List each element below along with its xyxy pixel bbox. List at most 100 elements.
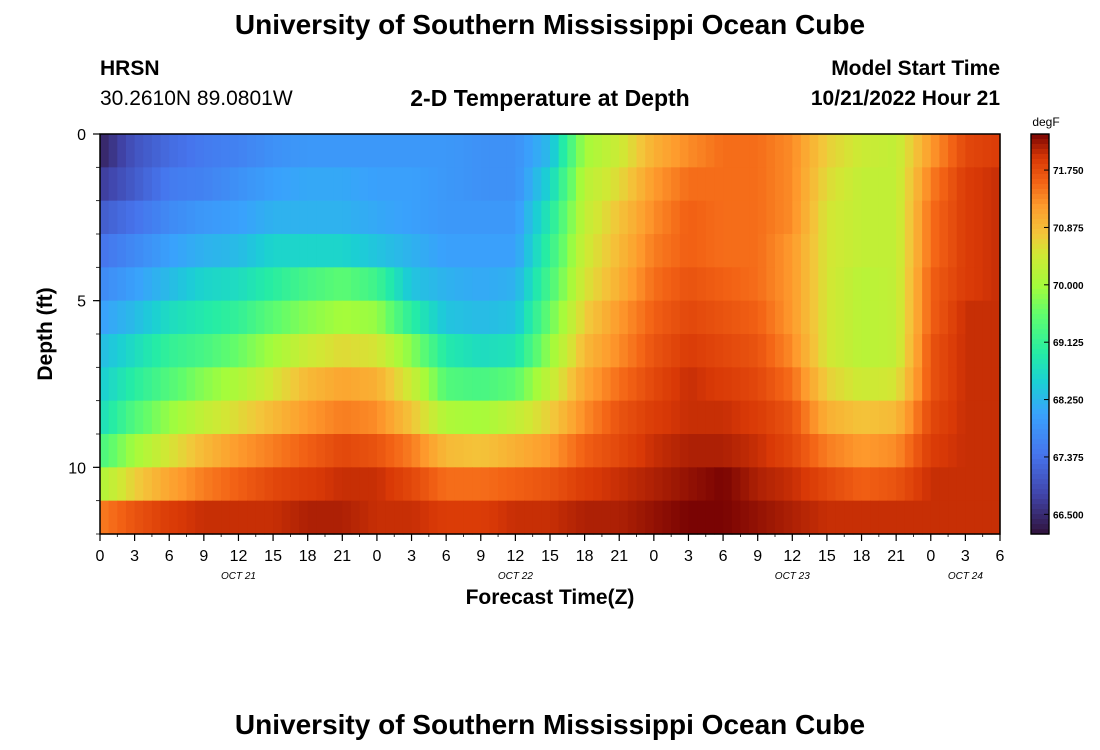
heatmap-cell <box>437 367 447 402</box>
colorbar-segment <box>1031 369 1049 375</box>
heatmap-cell <box>904 200 915 235</box>
heatmap-cell <box>376 400 387 435</box>
heatmap-cell <box>904 367 915 402</box>
heatmap-cell <box>930 300 941 335</box>
heatmap-cell <box>117 334 127 368</box>
heatmap-cell <box>887 134 897 168</box>
heatmap-cell <box>229 134 240 168</box>
heatmap-cell <box>783 167 793 202</box>
heatmap-cell <box>385 367 395 402</box>
heatmap-cell <box>852 300 863 335</box>
heatmap-cell <box>904 467 915 502</box>
heatmap-cell <box>463 300 473 335</box>
heatmap-cell <box>532 500 542 535</box>
heatmap-cell <box>143 400 153 435</box>
heatmap-cell <box>299 500 309 535</box>
heatmap-cell <box>117 367 127 402</box>
heatmap-cell <box>333 334 343 368</box>
heatmap-cell <box>896 267 906 302</box>
colorbar-segment <box>1031 374 1049 380</box>
heatmap-cell <box>679 367 690 402</box>
heatmap-cell <box>281 267 291 302</box>
heatmap-cell <box>307 267 317 302</box>
heatmap-cell <box>818 467 828 502</box>
heatmap-cell <box>809 167 819 202</box>
colorbar-segment <box>1031 154 1049 160</box>
heatmap-cell <box>826 234 837 268</box>
heatmap-cell <box>117 434 127 468</box>
heatmap-cell <box>125 434 136 468</box>
heatmap-cell <box>316 300 326 335</box>
heatmap-cell <box>783 300 793 335</box>
heatmap-cell <box>532 134 542 168</box>
heatmap-cell <box>541 334 551 368</box>
heatmap-cell <box>177 334 188 368</box>
heatmap-cell <box>619 500 629 535</box>
heatmap-cell <box>342 367 352 402</box>
x-tick-label: 6 <box>719 548 728 565</box>
heatmap-cell <box>662 200 672 235</box>
heatmap-cell <box>636 167 646 202</box>
heatmap-cell <box>645 400 655 435</box>
heatmap-cell <box>437 467 447 502</box>
heatmap-cell <box>143 500 153 535</box>
heatmap-cell <box>454 500 465 535</box>
heatmap-cell <box>948 334 958 368</box>
heatmap-cell <box>991 434 1001 468</box>
heatmap-cell <box>411 467 421 502</box>
heatmap-cell <box>221 434 231 468</box>
heatmap-cell <box>705 200 716 235</box>
heatmap-cell <box>472 200 482 235</box>
heatmap-cell <box>108 467 118 502</box>
heatmap-cell <box>662 134 672 168</box>
colorbar-segment <box>1031 214 1049 220</box>
heatmap-cell <box>956 434 966 468</box>
heatmap-cell <box>229 367 240 402</box>
heatmap-cell <box>662 267 672 302</box>
heatmap-cell <box>835 234 845 268</box>
heatmap-cell <box>749 467 759 502</box>
heatmap-cell <box>385 200 395 235</box>
heatmap-cell <box>567 267 577 302</box>
heatmap-cell <box>558 400 568 435</box>
heatmap-cell <box>619 300 629 335</box>
heatmap-cell <box>922 200 932 235</box>
heatmap-cell <box>524 334 534 368</box>
heatmap-cell <box>930 267 941 302</box>
heatmap-cell <box>844 300 854 335</box>
heatmap-cell <box>186 234 196 268</box>
heatmap-cell <box>524 167 534 202</box>
heatmap-cell <box>558 134 568 168</box>
heatmap-cell <box>913 134 923 168</box>
heatmap-cell <box>359 267 369 302</box>
heatmap-cell <box>506 134 516 168</box>
colorbar-segment <box>1031 299 1049 305</box>
heatmap-cell <box>229 400 240 435</box>
heatmap-cell <box>160 267 170 302</box>
heatmap-cell <box>177 467 188 502</box>
heatmap-cell <box>498 500 508 535</box>
heatmap-cell <box>852 467 863 502</box>
heatmap-cell <box>402 234 413 268</box>
heatmap-cell <box>428 267 439 302</box>
heatmap-cell <box>575 434 586 468</box>
x-tick-label: 3 <box>961 548 970 565</box>
colorbar-segment <box>1031 244 1049 250</box>
heatmap-cell <box>532 267 542 302</box>
colorbar-segment <box>1031 509 1049 515</box>
heatmap-cell <box>108 200 118 235</box>
heatmap-cell <box>619 467 629 502</box>
heatmap-cell <box>376 267 387 302</box>
heatmap-cell <box>913 400 923 435</box>
heatmap-cell <box>679 334 690 368</box>
heatmap-cell <box>177 434 188 468</box>
heatmap-cell <box>593 267 603 302</box>
heatmap-cell <box>974 200 984 235</box>
heatmap-cell <box>186 134 196 168</box>
heatmap-cell <box>195 467 205 502</box>
heatmap-cell <box>749 300 759 335</box>
heatmap-cell <box>151 134 162 168</box>
heatmap-cell <box>956 334 966 368</box>
heatmap-cell <box>584 200 594 235</box>
heatmap-cell <box>472 367 482 402</box>
